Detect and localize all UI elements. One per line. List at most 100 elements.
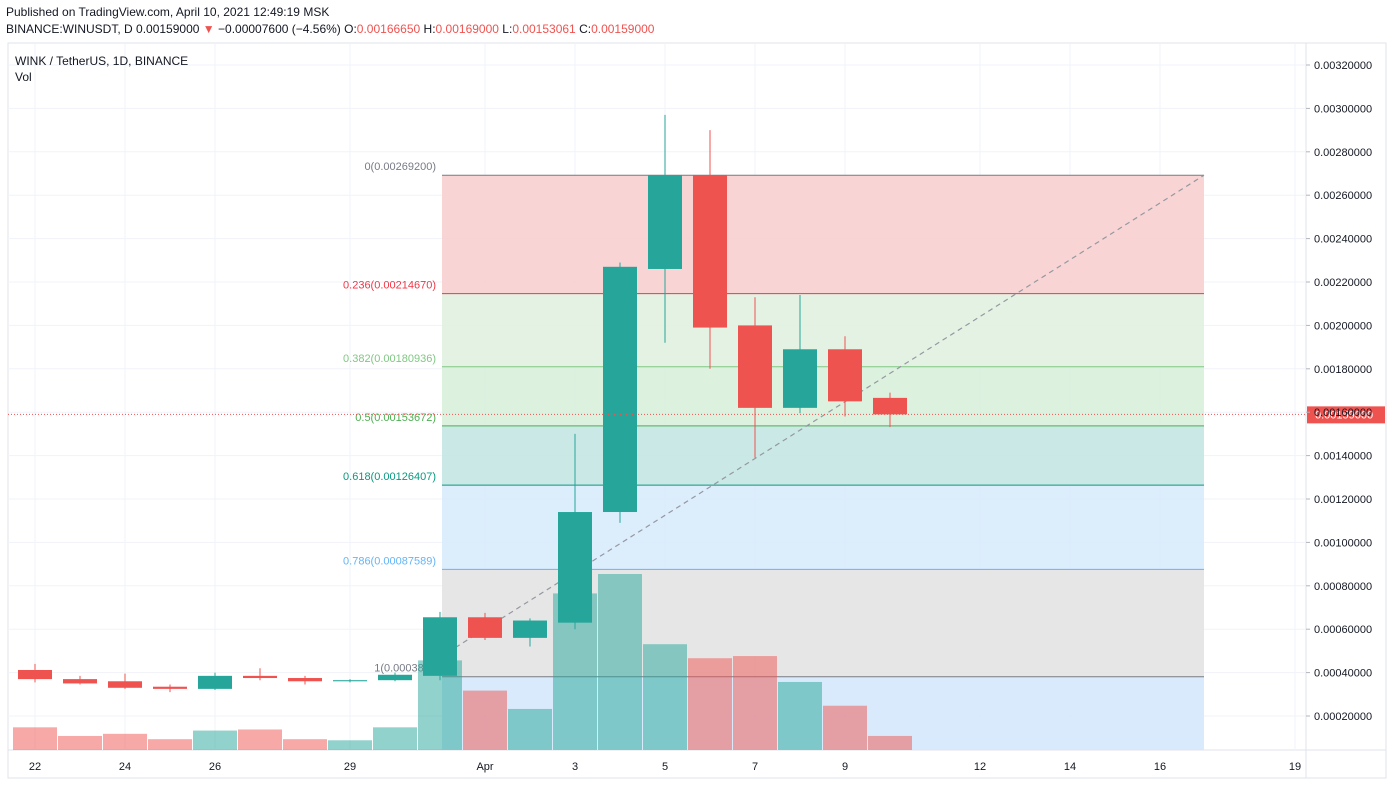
y-tick-label: 0.00080000: [1314, 581, 1372, 593]
high-value: 0.00169000: [435, 22, 499, 36]
volume-bar: [58, 735, 102, 750]
candle-body[interactable]: [198, 675, 232, 689]
chart-frame: [7, 42, 1387, 779]
last-price-tag-label: 0.00159000: [1315, 409, 1373, 421]
overlay: 0.00159000: [8, 406, 1385, 424]
fib-level-label: 0.5(0.00153672): [355, 412, 436, 424]
candle-body[interactable]: [783, 349, 817, 408]
volume-legend-label: Vol: [15, 70, 32, 84]
axes: 0.00020000 0.00040000 0.00060000 0.00080000…: [29, 60, 1372, 773]
candle-body[interactable]: [468, 617, 502, 638]
y-tick-label: 0.00260000: [1314, 190, 1372, 202]
volume-bar: [508, 708, 552, 750]
volume-bar: [373, 727, 417, 750]
chart-legend-title: WINK / TetherUS, 1D, BINANCE: [15, 54, 188, 68]
x-tick-label: 7: [752, 761, 758, 773]
fib-zone: [442, 293, 1204, 367]
volume-bar: [103, 733, 147, 750]
volume-bar: [238, 729, 282, 750]
fib-level-label: 0.236(0.00214670): [343, 280, 436, 292]
candle-body[interactable]: [153, 686, 187, 689]
volume-bar: [328, 740, 372, 750]
y-tick-label: 0.00100000: [1314, 537, 1372, 549]
symbol-label: BINANCE:WINUSDT, D: [6, 22, 133, 36]
y-tick-label: 0.00280000: [1314, 147, 1372, 159]
fib-zone: [442, 425, 1204, 486]
candles[interactable]: [18, 114, 907, 693]
candle-body[interactable]: [513, 620, 547, 638]
volume-bar: [193, 730, 237, 750]
x-tick-label: 26: [209, 761, 221, 773]
x-tick-label: 24: [119, 761, 131, 773]
fib-level-label: 0.382(0.00180936): [343, 353, 436, 365]
fib-trend-line[interactable]: [424, 174, 1205, 668]
volume-bar: [778, 681, 822, 750]
candle-body[interactable]: [63, 679, 97, 684]
x-tick-label: Apr: [476, 761, 493, 773]
last-price-value: 0.00159000: [136, 22, 200, 36]
x-tick-label: 9: [842, 761, 848, 773]
candle-body[interactable]: [333, 680, 367, 682]
y-tick-label: 0.00140000: [1314, 451, 1372, 463]
volume-bar: [868, 735, 912, 750]
y-tick-label: 0.00120000: [1314, 494, 1372, 506]
candle-body[interactable]: [693, 175, 727, 328]
low-label: L:: [502, 22, 513, 36]
x-tick-label: 3: [572, 761, 578, 773]
volume-bar: [823, 705, 867, 750]
close-label: C:: [579, 22, 592, 36]
y-tick-label: 0.00040000: [1314, 668, 1372, 680]
candle-body[interactable]: [873, 397, 907, 415]
candle-body[interactable]: [648, 175, 682, 269]
y-tick-label: 0.00320000: [1314, 60, 1372, 72]
y-tick-label: 0.00200000: [1314, 320, 1372, 332]
candle-body[interactable]: [288, 678, 322, 682]
candle-body[interactable]: [243, 675, 277, 679]
fib-level-label: 0.618(0.00126407): [343, 471, 436, 483]
volume-bar: [688, 658, 732, 750]
open-value: 0.00166650: [356, 22, 421, 36]
y-tick-label: 0.00020000: [1314, 711, 1372, 723]
candle-body[interactable]: [603, 266, 637, 513]
volume-bar: [643, 644, 687, 750]
candle-body[interactable]: [108, 681, 142, 688]
fib-zone: [442, 175, 1204, 294]
candle-body[interactable]: [423, 617, 457, 676]
candle-body[interactable]: [558, 512, 592, 623]
candle-body[interactable]: [18, 669, 52, 680]
change-value: −0.00007600 (−4.56%): [218, 22, 341, 36]
y-tick-label: 0.00240000: [1314, 234, 1372, 246]
x-tick-label: 22: [29, 761, 41, 773]
volume-bar: [148, 739, 192, 750]
high-label: H:: [423, 22, 436, 36]
x-tick-label: 5: [662, 761, 668, 773]
x-tick-label: 19: [1289, 761, 1301, 773]
candle-body[interactable]: [828, 349, 862, 402]
x-tick-label: 12: [974, 761, 986, 773]
close-value: 0.00159000: [591, 22, 655, 36]
candle-body[interactable]: [738, 325, 772, 408]
open-label: O:: [344, 22, 357, 36]
y-tick-label: 0.00180000: [1314, 364, 1372, 376]
y-tick-label: 0.00300000: [1314, 103, 1372, 115]
volume-bar: [733, 656, 777, 750]
volume-bar: [598, 574, 642, 750]
fib-level-label: 0(0.00269200): [364, 161, 436, 173]
published-text: Published on TradingView.com, April 10, …: [6, 5, 330, 19]
fib-zone: [442, 366, 1204, 426]
symbol-ohlc-line: BINANCE:WINUSDT, D 0.00159000 ▼ −0.00007…: [6, 22, 654, 36]
x-tick-label: 14: [1064, 761, 1076, 773]
fib-level-label: 0.786(0.00087589): [343, 555, 436, 567]
published-caption: Published on TradingView.com, April 10, …: [6, 5, 329, 19]
candle-body[interactable]: [378, 674, 412, 681]
y-tick-label: 0.00160000: [1314, 407, 1372, 419]
y-tick-label: 0.00220000: [1314, 277, 1372, 289]
volume-bar: [13, 727, 57, 750]
down-arrow-icon: ▼: [202, 22, 215, 36]
low-value: 0.00153061: [512, 22, 576, 36]
volume-bar: [283, 739, 327, 750]
x-tick-label: 16: [1154, 761, 1166, 773]
last-price-tag: [1307, 406, 1385, 424]
x-tick-label: 29: [344, 761, 356, 773]
